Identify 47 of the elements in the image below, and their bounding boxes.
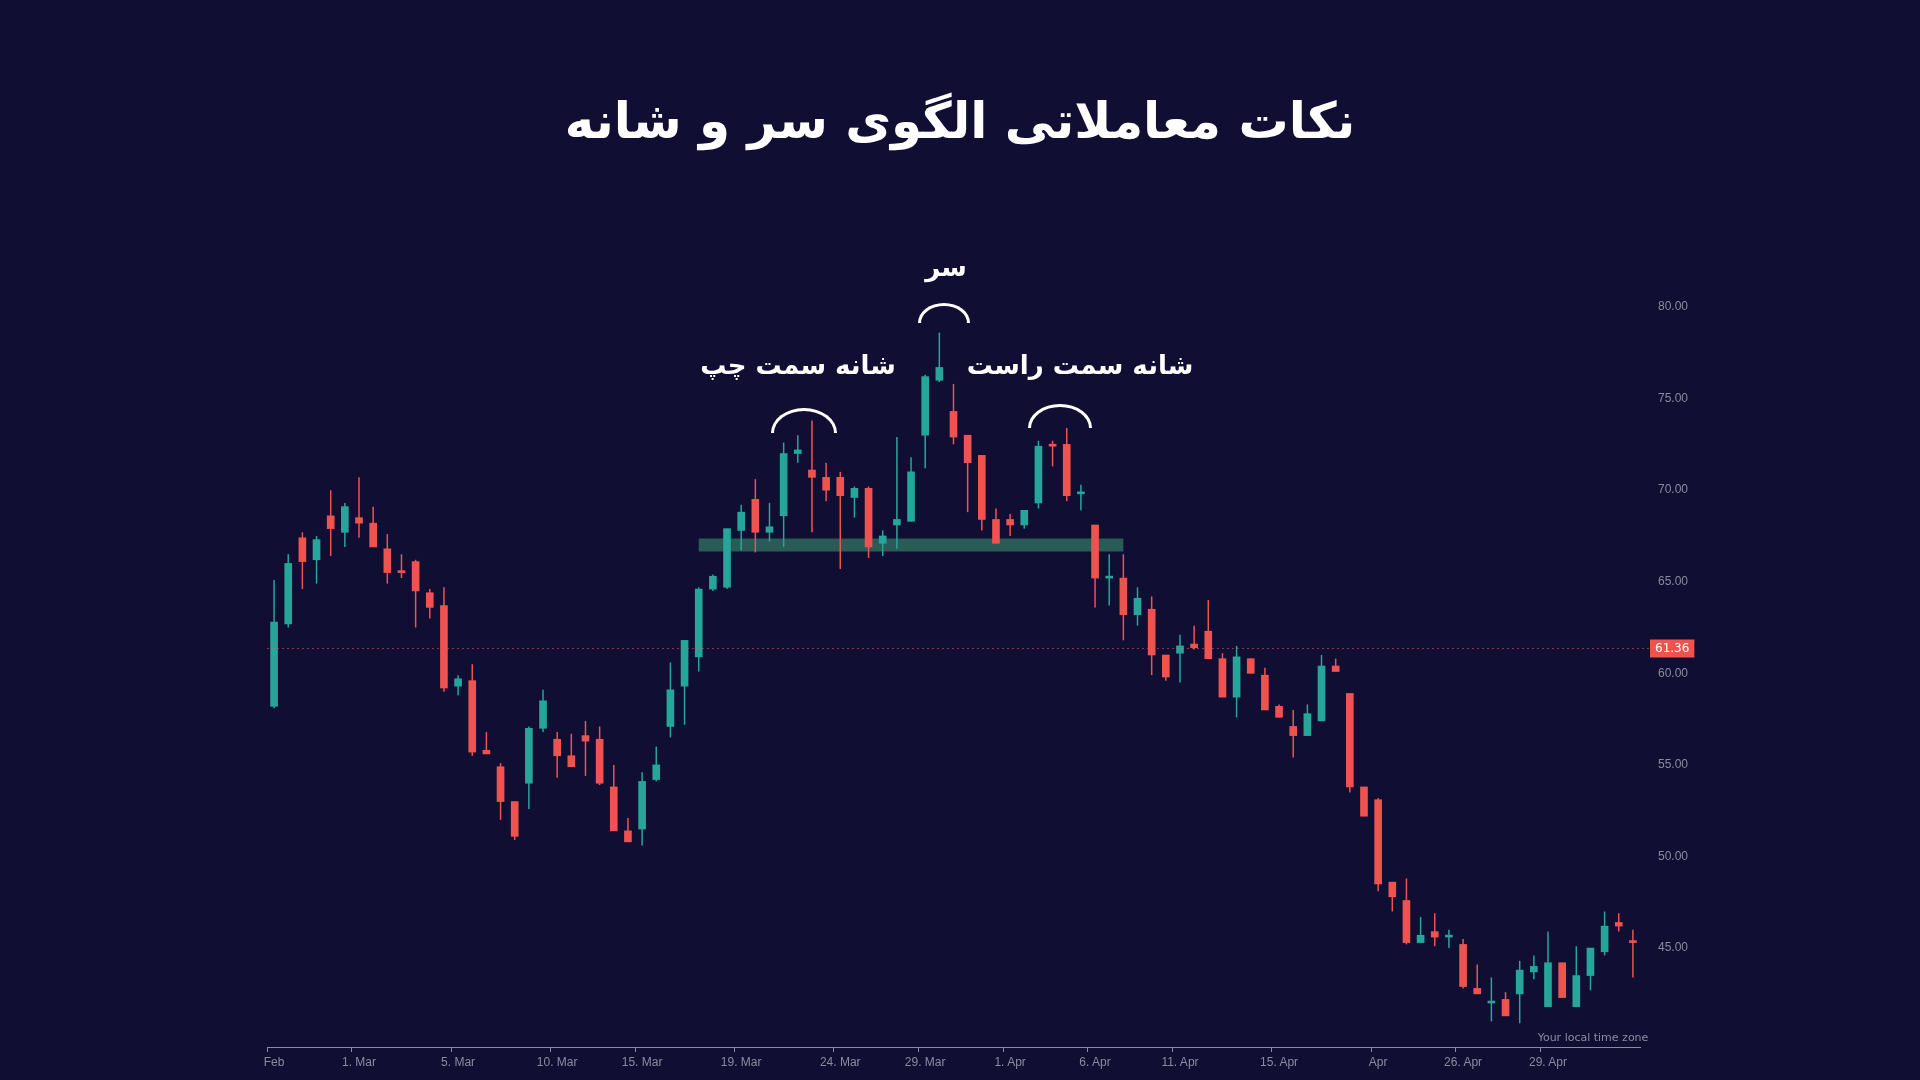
x-tick-label: Feb <box>263 1054 285 1069</box>
chart-title: نکات معاملاتی الگوی سر و شانه <box>563 92 1357 150</box>
text: سر <box>925 252 967 282</box>
x-tick-label: 1. Mar <box>342 1054 377 1069</box>
candlestick <box>1020 509 1029 530</box>
x-tick-label: Apr <box>1368 1054 1388 1069</box>
x-tick-label: 6. Apr <box>1079 1054 1111 1069</box>
x-tick-label: 15. Apr <box>1260 1054 1299 1069</box>
y-tick-label: 45.00 <box>1658 940 1689 955</box>
candlestick <box>510 800 519 841</box>
candlestick <box>567 733 576 768</box>
y-tick-label: 65.00 <box>1658 574 1689 589</box>
candlestick <box>1062 427 1071 502</box>
x-tick-label: 5. Mar <box>441 1054 476 1069</box>
candlestick <box>1572 945 1581 1008</box>
candlestick <box>1360 786 1368 817</box>
candlestick <box>1204 599 1213 660</box>
candlestick <box>1629 929 1637 979</box>
x-tick-label: 10. Mar <box>536 1054 578 1069</box>
annotation: شانه سمت راست <box>966 350 1194 380</box>
y-tick-label: 70.00 <box>1658 482 1689 497</box>
x-tick-label: 26. Apr <box>1444 1054 1483 1069</box>
annotation: شانه سمت چپ <box>700 350 896 380</box>
x-tick-label: 24. Mar <box>819 1054 861 1069</box>
y-tick-label: 75.00 <box>1658 390 1689 405</box>
x-tick-label: 15. Mar <box>621 1054 663 1069</box>
y-tick-label: 80.00 <box>1658 299 1689 314</box>
candlestick <box>383 533 392 585</box>
candlestick <box>878 529 887 557</box>
x-tick-label: 1. Apr <box>994 1054 1026 1069</box>
x-tick-label: 11. Apr <box>1161 1054 1199 1069</box>
y-tick-label: 60.00 <box>1658 665 1689 680</box>
y-tick-label: 50.00 <box>1658 848 1689 863</box>
x-tick-label: 29. Apr <box>1528 1054 1568 1069</box>
candlestick <box>326 489 335 557</box>
x-tick-label: 19. Mar <box>720 1054 762 1069</box>
candlestick <box>1388 881 1397 913</box>
y-tick-label: 55.00 <box>1658 757 1689 772</box>
candlestick <box>652 745 661 783</box>
candlestick <box>836 471 845 570</box>
candlestick <box>1048 439 1057 468</box>
candlestick <box>397 553 406 579</box>
ref-line-label: 61.36 <box>1655 640 1690 655</box>
x-tick-label: 29. Mar <box>904 1054 946 1069</box>
candlestick <box>1515 960 1524 1024</box>
annotation: Your local time zone <box>1537 1030 1649 1044</box>
candlestick <box>694 586 703 673</box>
